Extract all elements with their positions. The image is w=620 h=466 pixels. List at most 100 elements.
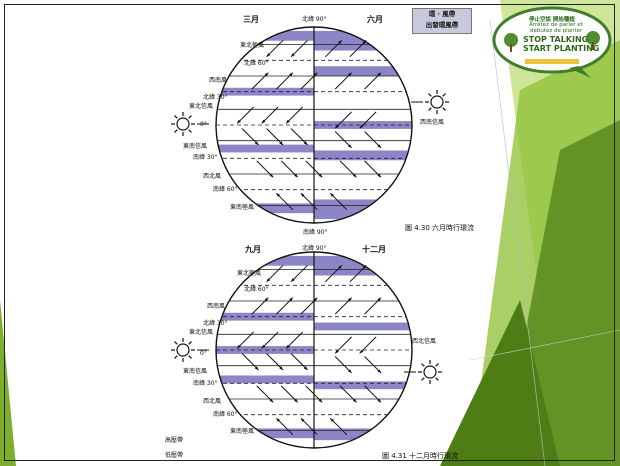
sun-ray xyxy=(174,129,178,133)
wind-arrow xyxy=(364,72,382,90)
wind-arrow-head xyxy=(279,366,284,370)
wind-arrow-head xyxy=(377,297,382,302)
wind-arrow-head xyxy=(291,53,295,57)
sun-ray xyxy=(174,115,178,119)
upper-caption: 圖 4.30 六月時行環流 xyxy=(405,224,475,232)
wind-arrow-head xyxy=(300,193,305,197)
wind-arrow-head xyxy=(359,349,364,354)
wind-arrow-head xyxy=(318,398,323,403)
wind-arrow xyxy=(236,106,254,124)
upper-label-ne-trade: 東北信風 xyxy=(189,103,214,110)
wind-arrow-head xyxy=(352,173,357,178)
wind-arrow xyxy=(266,39,284,58)
sun-ray xyxy=(188,129,192,133)
wind-arrow-head xyxy=(289,72,293,77)
lower-month-left: 九月 xyxy=(245,245,261,254)
wind-arrow xyxy=(364,356,382,374)
wind-arrow-head xyxy=(347,144,352,148)
logo-line-3: débutez de planter xyxy=(530,28,583,34)
wind-arrow xyxy=(280,160,299,178)
upper-label-sw-trade: 西南信風 xyxy=(420,119,445,126)
wind-arrow-head xyxy=(237,119,241,124)
sun-ray xyxy=(174,341,178,345)
upper-label-s30: 南緯 30° xyxy=(193,154,218,161)
logo-line-2: Arrêtez de parler et xyxy=(529,22,583,28)
wind-arrow xyxy=(266,264,284,283)
sun-ray xyxy=(428,107,432,111)
globe-outline xyxy=(215,251,413,449)
wind-arrow-head xyxy=(338,40,342,45)
upper-label-equator: 0° xyxy=(200,121,207,128)
lower-label-se-trade: 東南信風 xyxy=(183,368,208,375)
lower-label-nw: 西北風 xyxy=(203,398,222,405)
upper-month-right: 六月 xyxy=(367,15,383,24)
sun-ray xyxy=(442,107,446,111)
pressure-band xyxy=(216,203,314,214)
wind-arrow xyxy=(285,106,303,124)
wind-arrow-head xyxy=(261,344,266,349)
wind-arrow-head xyxy=(377,144,382,148)
badge-line-1: 環 · 風帶 xyxy=(428,10,456,18)
wind-arrow-head xyxy=(338,265,342,270)
wind-arrow-head xyxy=(261,119,266,124)
wind-arrow-head xyxy=(347,369,352,373)
wind-arrow-head xyxy=(291,278,295,282)
wind-arrow-head xyxy=(377,398,382,403)
wind-arrow-head xyxy=(330,418,334,422)
wind-arrow-head xyxy=(377,72,382,77)
wind-arrow xyxy=(266,353,284,371)
wind-arrow-head xyxy=(303,366,308,370)
wind-arrow-head xyxy=(269,398,274,403)
wind-arrow-head xyxy=(352,398,357,403)
wind-arrow xyxy=(241,128,259,146)
wind-arrow xyxy=(359,336,377,354)
upper-label-se-polar: 東南極風 xyxy=(230,204,255,211)
logo-line-4: STOP TALKING xyxy=(523,35,589,44)
lower-label-ne-trade: 東北信風 xyxy=(189,329,214,336)
upper-label-sw: 西南風 xyxy=(209,77,228,84)
wind-arrow xyxy=(276,297,294,315)
wind-arrow xyxy=(364,160,382,178)
wind-arrow xyxy=(236,331,254,349)
wind-arrow xyxy=(280,385,299,403)
sun-ray xyxy=(188,341,192,345)
sun-ray xyxy=(428,93,432,97)
wind-arrow-head xyxy=(313,297,318,302)
pressure-band xyxy=(216,144,314,153)
pressure-band xyxy=(216,375,314,384)
wind-arrow-head xyxy=(335,349,339,354)
lower-label-sw: 西南風 xyxy=(207,303,226,310)
lower-label-se-polar: 東南極風 xyxy=(230,428,255,435)
lower-label-n30: 北緯 30° xyxy=(203,320,228,327)
wind-arrow xyxy=(251,72,269,90)
sun-ray xyxy=(435,363,439,367)
upper-label-n30: 北緯 30° xyxy=(203,94,228,101)
wind-arrow xyxy=(334,111,352,129)
wind-arrow xyxy=(256,385,274,403)
logo-line-1: 停止空談 開始種植 xyxy=(529,17,575,23)
pressure-band xyxy=(314,322,412,331)
sun-ray xyxy=(421,363,425,367)
wind-arrow-head xyxy=(300,418,305,422)
lower-label-nw-trade: 西北信風 xyxy=(412,338,437,345)
wind-arrow xyxy=(364,297,382,315)
upper-label-n60: 北緯 60° xyxy=(244,60,269,67)
lower-label-s30: 南緯 30° xyxy=(193,380,218,387)
wind-arrow-head xyxy=(264,297,269,302)
wind-arrow xyxy=(290,128,308,146)
lower-label-ne-polar: 東北極風 xyxy=(237,270,262,277)
sun-ray xyxy=(421,377,425,381)
wind-arrow-head xyxy=(294,173,298,178)
sun-ray xyxy=(188,115,192,119)
wind-arrow xyxy=(290,264,308,283)
wind-arrow xyxy=(364,385,382,403)
wind-arrow-head xyxy=(266,278,271,282)
wind-arrow xyxy=(334,336,352,354)
wind-arrow-head xyxy=(276,418,281,422)
wind-arrow-head xyxy=(330,193,334,197)
wind-arrow xyxy=(290,39,308,58)
wind-arrow-head xyxy=(254,366,259,370)
wind-arrow xyxy=(349,39,367,58)
